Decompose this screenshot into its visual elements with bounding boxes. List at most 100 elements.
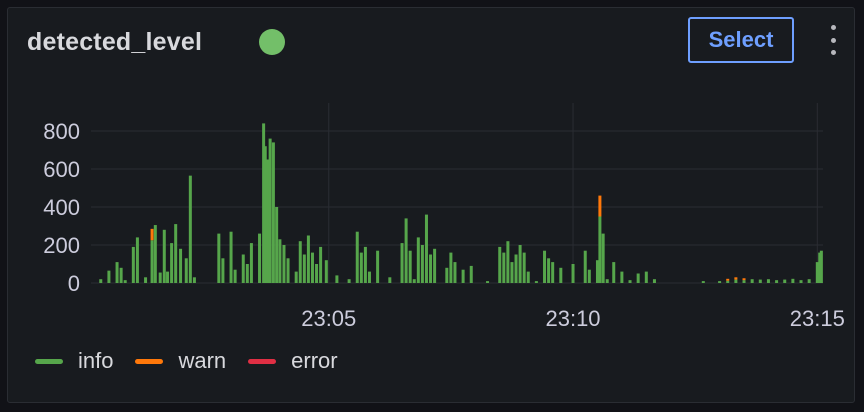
bar-info: [306, 235, 310, 283]
x-tick-label: 23:15: [790, 306, 845, 331]
bar-info: [400, 243, 404, 283]
bar-info: [335, 275, 339, 283]
bar-info: [522, 252, 526, 283]
bar-info: [595, 260, 599, 283]
bar-info: [298, 241, 302, 283]
bar-info: [766, 279, 770, 283]
bar-info: [233, 269, 237, 283]
bar-info: [355, 231, 359, 283]
bar-info: [221, 258, 225, 283]
bar-info: [388, 277, 392, 283]
chart-bars: [99, 123, 823, 284]
y-tick-label: 600: [43, 157, 80, 182]
legend-item-warn[interactable]: warn: [135, 348, 226, 374]
bar-info: [791, 278, 795, 283]
bar-info: [249, 243, 253, 283]
bar-info: [605, 279, 609, 283]
bar-info: [367, 271, 371, 283]
y-axis: 0 200 400 600 800: [43, 119, 80, 296]
bar-info: [286, 258, 290, 283]
x-axis: 23:05 23:10 23:15: [301, 306, 845, 331]
bar-info: [815, 262, 819, 283]
bar-info: [758, 279, 762, 283]
bar-info: [376, 250, 380, 283]
bar-info: [750, 279, 754, 283]
bar-info: [510, 262, 514, 283]
legend-item-error[interactable]: error: [248, 348, 338, 374]
bar-info: [506, 241, 510, 283]
select-button[interactable]: Select: [688, 17, 794, 63]
bar-info: [258, 233, 262, 283]
y-tick-label: 0: [68, 271, 80, 296]
bar-info: [282, 245, 286, 283]
legend-label-info: info: [78, 348, 114, 373]
bar-info: [612, 262, 616, 283]
panel: detected_level Select 0 200 400 600 800 23:0…: [7, 7, 855, 403]
bar-info: [153, 225, 157, 283]
bar-info: [319, 246, 323, 283]
bar-info: [742, 280, 746, 283]
bar-info: [217, 233, 221, 283]
bar-info: [449, 252, 453, 283]
bar-info: [408, 250, 412, 283]
bar-info: [601, 233, 605, 283]
legend-swatch-info: [35, 358, 63, 364]
bar-info: [429, 254, 433, 283]
bar-info: [192, 277, 196, 283]
bar-info: [799, 280, 803, 283]
bar-info: [734, 279, 738, 283]
legend-swatch-error: [248, 358, 277, 364]
bar-info: [268, 138, 272, 283]
bar-info: [652, 279, 656, 283]
legend: info warn error: [35, 348, 360, 374]
bar-info: [726, 280, 730, 283]
bar-info: [107, 270, 111, 283]
bar-info: [188, 175, 192, 283]
bar-info: [416, 237, 420, 283]
bar-info: [534, 281, 538, 283]
legend-swatch-warn: [135, 358, 164, 364]
bar-info: [526, 271, 530, 283]
bar-info: [461, 269, 465, 283]
bar-info: [275, 207, 279, 283]
bar-info: [807, 279, 811, 283]
y-tick-label: 800: [43, 119, 80, 144]
bar-warn: [734, 277, 738, 280]
bar-info: [158, 272, 162, 283]
bar-info: [363, 246, 367, 283]
bar-info: [263, 146, 267, 283]
bar-info: [278, 239, 282, 283]
bar-warn: [150, 228, 154, 241]
bar-info: [644, 271, 648, 283]
bar-info: [453, 262, 457, 283]
bar-info: [245, 264, 249, 283]
bar-info: [241, 254, 245, 283]
y-tick-label: 200: [43, 233, 80, 258]
bar-info: [598, 216, 602, 283]
bar-info: [559, 267, 563, 283]
kebab-menu-icon[interactable]: [823, 25, 843, 55]
bar-info: [144, 277, 148, 283]
bar-info: [310, 252, 314, 283]
bar-info: [266, 159, 270, 283]
bar-info: [518, 245, 522, 283]
bar-info: [701, 281, 705, 283]
bar-info: [498, 246, 502, 283]
bar-warn: [742, 278, 746, 281]
chart-grid: [91, 103, 823, 284]
bar-info: [551, 262, 555, 283]
bar-info: [583, 250, 587, 283]
x-tick-label: 23:05: [301, 306, 356, 331]
bar-info: [119, 267, 123, 283]
bar-info: [775, 280, 779, 283]
legend-item-info[interactable]: info: [35, 348, 113, 374]
bar-info: [445, 267, 449, 283]
bar-info: [404, 218, 408, 283]
status-indicator-icon: [259, 29, 285, 55]
bar-warn: [598, 195, 602, 217]
y-tick-label: 400: [43, 195, 80, 220]
bar-info: [783, 279, 787, 283]
bar-warn: [726, 278, 730, 281]
bar-info: [502, 252, 506, 283]
panel-title: detected_level: [27, 28, 203, 56]
